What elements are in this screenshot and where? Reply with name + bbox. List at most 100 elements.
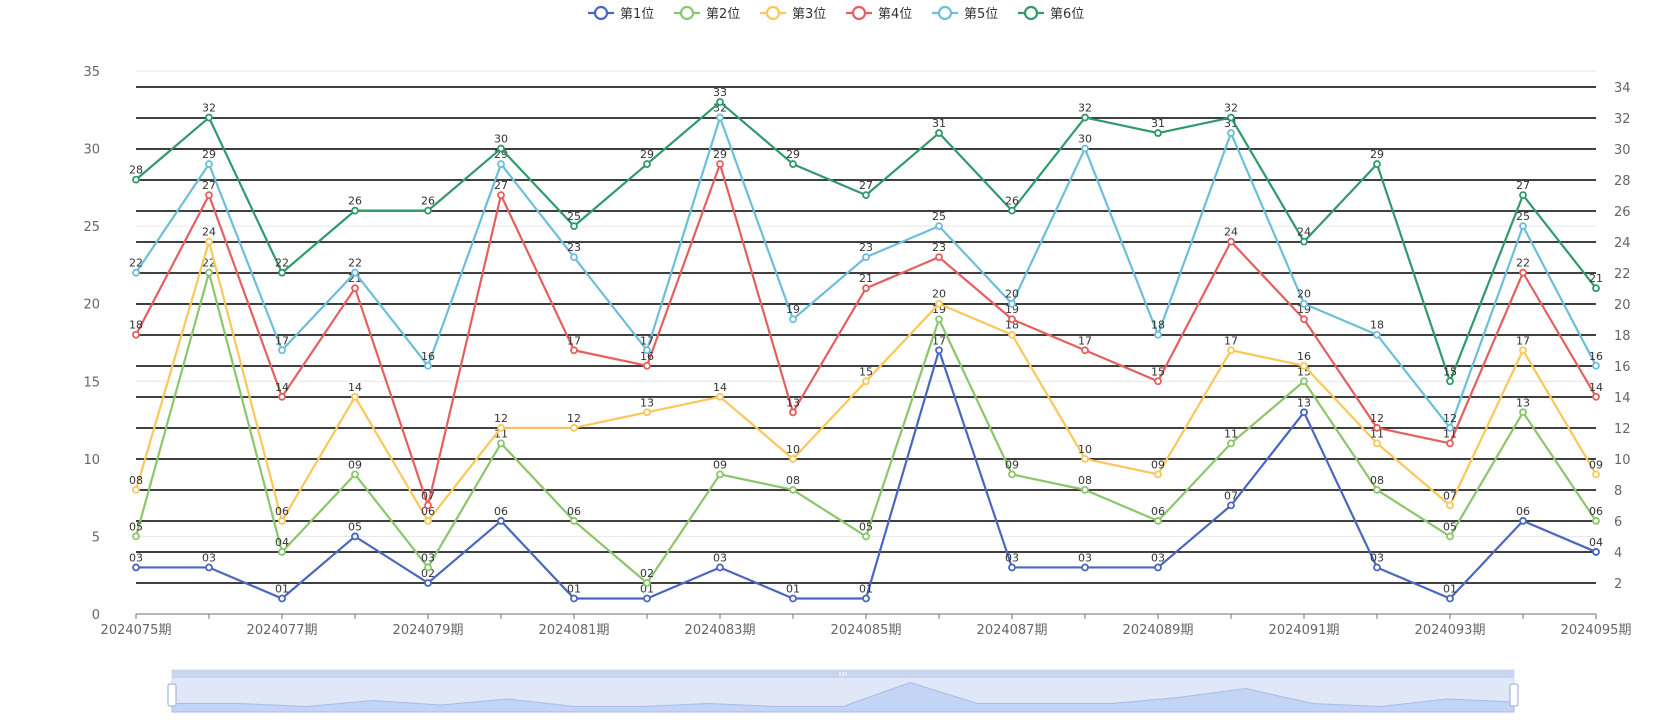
- data-point[interactable]: [570, 517, 578, 525]
- data-point[interactable]: [132, 485, 140, 494]
- data-point[interactable]: [1592, 470, 1600, 479]
- data-zoom-slider[interactable]: [167, 669, 1519, 713]
- legend[interactable]: 第1位 第2位 第3位 第4位 第5位 第6位: [588, 5, 1084, 22]
- data-point[interactable]: [570, 222, 578, 231]
- data-point[interactable]: [716, 98, 724, 106]
- data-point[interactable]: [789, 594, 797, 603]
- data-point[interactable]: [1227, 346, 1235, 355]
- data-point[interactable]: [1519, 268, 1527, 277]
- data-point[interactable]: [278, 268, 286, 277]
- data-point[interactable]: [424, 517, 432, 525]
- data-point[interactable]: [862, 191, 870, 200]
- data-point[interactable]: [643, 594, 651, 603]
- data-point[interactable]: [570, 346, 578, 355]
- data-point[interactable]: [132, 330, 140, 339]
- data-point[interactable]: [205, 237, 213, 246]
- legend-item-4[interactable]: 第4位: [846, 5, 912, 22]
- data-point[interactable]: [1300, 408, 1308, 417]
- data-point[interactable]: [1373, 485, 1381, 494]
- data-point[interactable]: [1154, 330, 1162, 339]
- data-point[interactable]: [935, 346, 943, 355]
- data-point[interactable]: [935, 129, 943, 137]
- data-point[interactable]: [1373, 330, 1381, 339]
- legend-item-6[interactable]: 第6位: [1018, 5, 1084, 22]
- data-point[interactable]: [1446, 532, 1454, 541]
- data-point[interactable]: [278, 548, 286, 556]
- data-point[interactable]: [424, 361, 432, 370]
- data-point[interactable]: [424, 579, 432, 587]
- data-point[interactable]: [1373, 563, 1381, 572]
- data-point[interactable]: [205, 191, 213, 200]
- data-point[interactable]: [351, 284, 359, 293]
- data-point[interactable]: [1592, 548, 1600, 556]
- data-point[interactable]: [1154, 470, 1162, 479]
- data-point[interactable]: [716, 563, 724, 572]
- data-point[interactable]: [570, 253, 578, 262]
- data-point[interactable]: [1300, 377, 1308, 386]
- legend-item-2[interactable]: 第2位: [674, 5, 740, 22]
- data-point[interactable]: [497, 439, 505, 448]
- data-point[interactable]: [862, 253, 870, 262]
- data-point[interactable]: [643, 408, 651, 417]
- data-point[interactable]: [1519, 408, 1527, 417]
- data-point[interactable]: [1300, 361, 1308, 370]
- data-point[interactable]: [1081, 454, 1089, 463]
- data-point[interactable]: [497, 144, 505, 153]
- data-point[interactable]: [1227, 501, 1235, 510]
- data-point[interactable]: [1008, 315, 1016, 324]
- data-point[interactable]: [1081, 113, 1089, 122]
- data-point[interactable]: [716, 470, 724, 479]
- data-point[interactable]: [862, 594, 870, 603]
- data-point[interactable]: [570, 423, 578, 432]
- data-point[interactable]: [132, 175, 140, 184]
- zoom-grip-icon[interactable]: [839, 672, 847, 676]
- data-point[interactable]: [789, 485, 797, 494]
- data-point[interactable]: [132, 532, 140, 541]
- data-point[interactable]: [1592, 392, 1600, 401]
- data-point[interactable]: [132, 563, 140, 572]
- zoom-handle-right[interactable]: [1509, 683, 1519, 707]
- data-point[interactable]: [1154, 377, 1162, 386]
- data-point[interactable]: [351, 470, 359, 479]
- data-point[interactable]: [1227, 237, 1235, 246]
- data-point[interactable]: [1081, 346, 1089, 355]
- data-point[interactable]: [935, 315, 943, 324]
- data-point[interactable]: [1373, 439, 1381, 448]
- data-point[interactable]: [1008, 470, 1016, 479]
- data-point[interactable]: [643, 160, 651, 168]
- data-point[interactable]: [1446, 594, 1454, 603]
- data-point[interactable]: [1008, 299, 1016, 308]
- data-point[interactable]: [278, 392, 286, 401]
- data-point[interactable]: [1519, 517, 1527, 525]
- data-point[interactable]: [1300, 237, 1308, 246]
- data-point[interactable]: [935, 253, 943, 262]
- data-point[interactable]: [862, 532, 870, 541]
- data-point[interactable]: [497, 517, 505, 525]
- data-point[interactable]: [935, 299, 943, 308]
- data-point[interactable]: [351, 268, 359, 277]
- data-point[interactable]: [643, 346, 651, 355]
- data-point[interactable]: [424, 206, 432, 215]
- data-point[interactable]: [1227, 129, 1235, 137]
- data-point[interactable]: [862, 284, 870, 293]
- data-point[interactable]: [278, 346, 286, 355]
- data-point[interactable]: [1446, 439, 1454, 448]
- data-point[interactable]: [716, 392, 724, 401]
- zoom-handle-left[interactable]: [167, 683, 177, 707]
- data-point[interactable]: [351, 206, 359, 215]
- data-point[interactable]: [1446, 423, 1454, 432]
- data-point[interactable]: [1154, 129, 1162, 137]
- data-point[interactable]: [424, 563, 432, 572]
- data-point[interactable]: [351, 532, 359, 541]
- data-point[interactable]: [1592, 361, 1600, 370]
- data-point[interactable]: [1592, 517, 1600, 525]
- data-point[interactable]: [789, 408, 797, 417]
- data-point[interactable]: [497, 160, 505, 168]
- data-point[interactable]: [1008, 330, 1016, 339]
- data-point[interactable]: [1446, 501, 1454, 510]
- data-point[interactable]: [1519, 346, 1527, 355]
- data-point[interactable]: [497, 191, 505, 200]
- data-point[interactable]: [497, 423, 505, 432]
- data-point[interactable]: [205, 563, 213, 572]
- data-point[interactable]: [1227, 439, 1235, 448]
